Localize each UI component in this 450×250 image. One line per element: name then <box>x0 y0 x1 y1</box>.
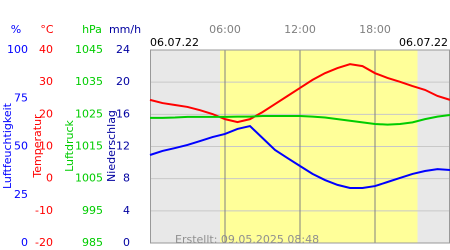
y-tick-label: 0 <box>21 236 28 249</box>
y-tick-label: 75 <box>14 91 28 104</box>
date-right: 06.07.22 <box>399 36 448 49</box>
y-tick-label: -10 <box>35 204 53 217</box>
y-tick-label: 24 <box>116 43 130 56</box>
y-tick-label: 0 <box>123 236 130 249</box>
y-tick-label: 100 <box>7 43 28 56</box>
y-tick-label: 8 <box>123 172 130 185</box>
y-tick-label: 12 <box>116 140 130 153</box>
y-tick-label: 40 <box>39 43 53 56</box>
data-line <box>149 124 450 189</box>
y-tick-label: 20 <box>116 75 130 88</box>
y-tick-label: 10 <box>39 140 53 153</box>
y-tick-label: 995 <box>82 204 103 217</box>
y-tick-label: 4 <box>123 204 130 217</box>
axis-unit: °C <box>40 23 54 36</box>
y-tick-label: 1035 <box>75 75 103 88</box>
x-tick-label: 18:00 <box>359 23 391 36</box>
y-tick-label: 50 <box>14 140 28 153</box>
footer: Erstellt: 09.05.2025 08:48 <box>175 233 319 246</box>
x-tick-label: 06:00 <box>209 23 241 36</box>
date-left: 06.07.22 <box>150 36 199 49</box>
y-tick-label: 0 <box>46 172 53 185</box>
y-tick-label: 16 <box>116 107 130 120</box>
axis-unit: mm/h <box>109 23 141 36</box>
y-tick-label: 20 <box>39 107 53 120</box>
y-tick-label: 25 <box>14 188 28 201</box>
x-tick-label: 12:00 <box>284 23 316 36</box>
y-tick-label: 1015 <box>75 140 103 153</box>
y-tick-label: 1005 <box>75 172 103 185</box>
y-tick-label: 1045 <box>75 43 103 56</box>
y-tick-label: 30 <box>39 75 53 88</box>
y-tick-label: -20 <box>35 236 53 249</box>
axis-title: Luftdruck <box>63 119 76 171</box>
axis-title: Luftfeuchtigkeit <box>1 102 14 189</box>
y-tick-label: 1025 <box>75 107 103 120</box>
axis-title: Temperatur <box>31 114 44 179</box>
data-line <box>150 113 450 126</box>
y-tick-label: 985 <box>82 236 103 249</box>
data-line <box>149 63 450 124</box>
axis-unit: hPa <box>82 23 102 36</box>
axis-title: Niederschlag <box>105 110 118 182</box>
axis-unit: % <box>11 23 21 36</box>
